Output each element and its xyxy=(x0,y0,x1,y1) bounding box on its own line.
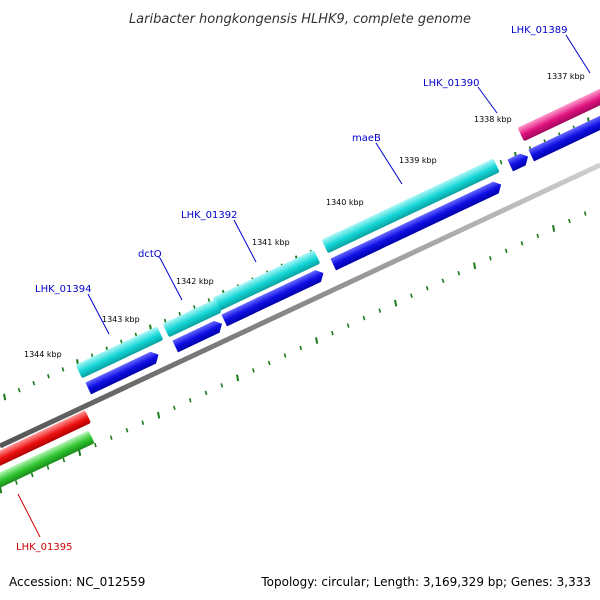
scale-tick xyxy=(499,159,503,165)
scale-tick xyxy=(520,241,524,246)
cds-arrow-lhk01389 xyxy=(528,114,600,162)
scale-tick xyxy=(473,262,477,270)
scale-tick xyxy=(220,383,224,388)
scale-tick xyxy=(109,435,113,440)
scale-tick xyxy=(32,380,36,386)
cog-ring-bars xyxy=(76,81,600,378)
scale-tick xyxy=(457,271,461,276)
scale-tick xyxy=(30,472,34,478)
gene-label-maeb: maeB xyxy=(352,133,381,144)
scale-tick xyxy=(3,393,7,401)
scale-tick xyxy=(15,480,18,485)
scale-tick xyxy=(410,293,413,298)
kbp-label: 1339 kbp xyxy=(399,156,437,165)
scale-tick xyxy=(552,225,556,232)
cds-arrow-lhk01390 xyxy=(507,153,529,172)
scale-tick xyxy=(346,323,350,328)
kbp-label: 1343 kbp xyxy=(102,315,140,324)
scale-tick xyxy=(46,465,50,470)
kbp-label: 1337 kbp xyxy=(547,72,585,81)
kbp-label: 1341 kbp xyxy=(252,238,290,247)
leader-line-lhk01395 xyxy=(17,493,41,538)
scale-tick xyxy=(188,398,192,403)
scale-tick xyxy=(17,387,21,393)
scale-tick xyxy=(236,374,240,382)
kbp-label: 1338 kbp xyxy=(474,115,512,124)
scale-tick xyxy=(61,367,65,372)
accession-text: Accession: NC_012559 xyxy=(9,575,145,589)
scale-tick xyxy=(378,308,382,313)
cds-arrow-maeb xyxy=(330,181,502,271)
leader-line-lhk01389 xyxy=(565,34,591,74)
scale-tick xyxy=(0,486,3,494)
cds-arrow-lhk01392 xyxy=(221,270,324,327)
cog-bar-lhk01392 xyxy=(213,250,320,311)
cog-bar-lhk01395 xyxy=(0,431,94,489)
scale-tick xyxy=(204,390,208,396)
scale-tick xyxy=(504,248,508,254)
map-title: Laribacter hongkongensis HLHK9, complete… xyxy=(129,12,471,27)
scale-tick xyxy=(583,211,587,216)
cds-arrow-lhk01394 xyxy=(85,351,159,395)
gene-label-lhk01394: LHK_01394 xyxy=(35,284,91,295)
cds-forward-ring xyxy=(85,114,600,395)
scale-tick xyxy=(362,315,366,321)
cog-bar-maeb xyxy=(322,159,500,253)
cds-bar-lhk01395 xyxy=(0,410,91,467)
scale-tick xyxy=(568,218,571,224)
scale-tick xyxy=(47,374,50,379)
scale-tick xyxy=(441,278,445,283)
kbp-label: 1344 kbp xyxy=(24,350,62,359)
scale-tick xyxy=(62,457,66,463)
kbp-label: 1340 kbp xyxy=(326,198,364,207)
leader-line-lhk01390 xyxy=(477,86,498,114)
scale-tick xyxy=(173,405,176,411)
kbp-label: 1342 kbp xyxy=(176,277,214,286)
leader-line-lhk01392 xyxy=(233,219,257,263)
genome-backbone xyxy=(0,162,600,449)
scale-tick xyxy=(267,360,271,366)
scale-tick xyxy=(283,353,287,358)
scale-tick xyxy=(125,427,129,433)
gene-label-lhk01395: LHK_01395 xyxy=(16,542,72,553)
leader-line-maeb xyxy=(375,142,403,185)
kbp-labels: 1337 kbp 1338 kbp 1339 kbp 1340 kbp 1341… xyxy=(24,72,585,359)
scale-tick xyxy=(394,299,398,307)
leader-line-dctq xyxy=(159,257,183,301)
scale-tick xyxy=(536,233,540,239)
genome-summary-text: Topology: circular; Length: 3,169,329 bp… xyxy=(260,575,591,589)
scale-tick xyxy=(425,285,429,291)
scale-tick xyxy=(489,256,492,261)
cds-arrow-dctq xyxy=(172,320,223,353)
scale-tick xyxy=(252,368,255,373)
gene-leader-lines xyxy=(17,34,591,538)
scale-tick xyxy=(78,449,82,457)
scale-tick xyxy=(141,420,145,425)
scale-tick xyxy=(299,345,303,351)
scale-tick xyxy=(315,337,319,344)
scale-tick xyxy=(94,442,97,448)
scale-tick xyxy=(331,330,334,336)
gene-label-lhk01392: LHK_01392 xyxy=(181,210,237,221)
leader-line-lhk01394 xyxy=(87,293,110,335)
gene-label-dctq: dctQ xyxy=(138,249,162,260)
gene-label-lhk01390: LHK_01390 xyxy=(423,78,479,89)
gene-labels: LHK_01389 LHK_01390 maeB LHK_01392 dctQ … xyxy=(16,25,567,553)
scale-tick xyxy=(157,411,161,419)
inner-tick-row xyxy=(0,211,587,494)
cog-bar-lhk01394 xyxy=(76,326,163,378)
backbone-line xyxy=(0,162,600,449)
cog-bar-lhk01389 xyxy=(518,81,600,141)
cog-bar-dctq xyxy=(163,299,221,337)
gene-label-lhk01389: LHK_01389 xyxy=(511,25,567,36)
reverse-strand-ring xyxy=(0,410,94,489)
